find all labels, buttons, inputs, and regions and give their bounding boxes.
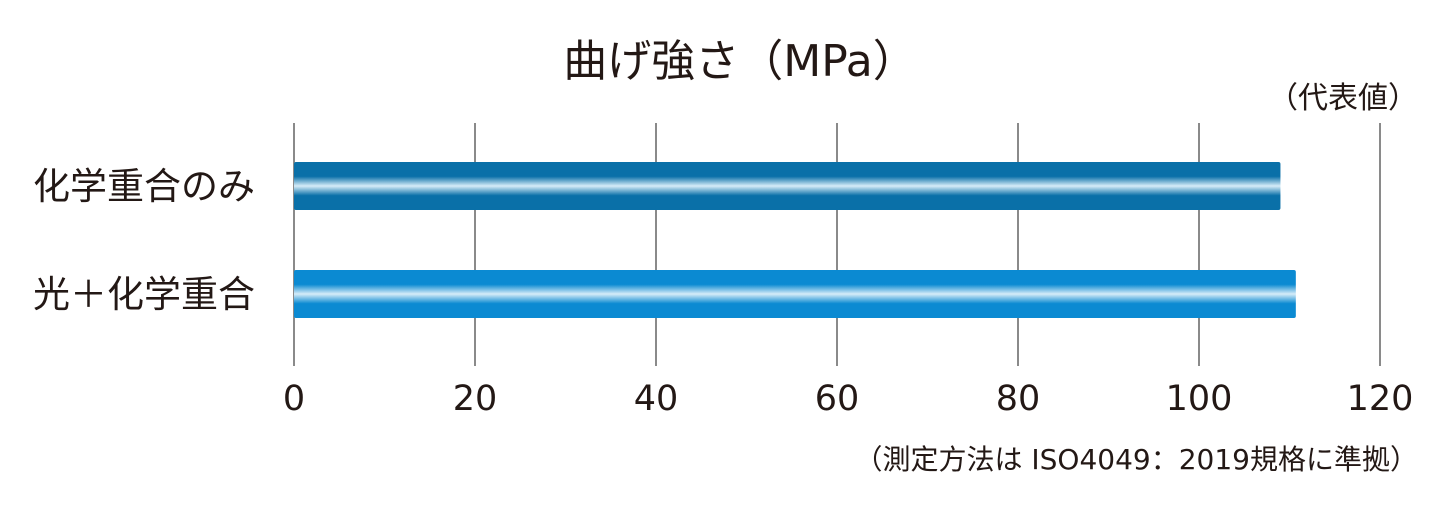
grid-lines [293, 123, 1381, 366]
tick-label-4: 80 [996, 379, 1041, 419]
bar-0 [294, 162, 1281, 210]
tick-label-3: 60 [815, 379, 860, 419]
tick-label-2: 40 [634, 379, 679, 419]
x-axis-tick-labels: 0 20 40 60 80 100 120 [283, 379, 1414, 419]
category-label-1: 光＋化学重合 [33, 273, 255, 316]
chart-subtitle: （代表値） [1268, 81, 1418, 116]
tick-label-5: 100 [1166, 379, 1233, 419]
bars [294, 162, 1296, 318]
tick-label-0: 0 [283, 379, 305, 419]
tick-label-1: 20 [453, 379, 498, 419]
tick-label-6: 120 [1347, 379, 1414, 419]
chart-footnote: （測定方法は ISO4049：2019規格に準拠） [855, 443, 1419, 476]
chart-title: 曲げ強さ（MPa） [563, 36, 916, 87]
bar-1 [294, 270, 1296, 318]
category-label-0: 化学重合のみ [33, 165, 255, 208]
